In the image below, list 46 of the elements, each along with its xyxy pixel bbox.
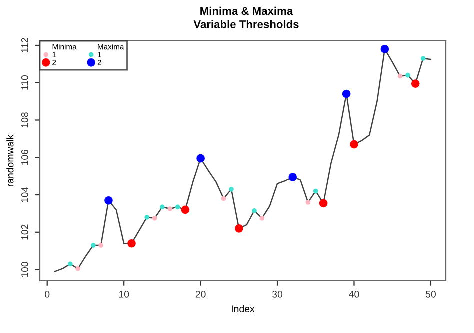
point	[221, 196, 226, 202]
point	[313, 188, 318, 194]
point	[152, 216, 158, 221]
point	[168, 206, 173, 212]
point	[260, 216, 265, 221]
x-tick-label: 10	[119, 290, 130, 298]
x-axis-title: Index	[232, 305, 255, 312]
point	[160, 204, 165, 210]
point	[175, 204, 180, 210]
point	[234, 224, 244, 233]
chart-title: Minima & Maxima	[200, 6, 294, 16]
y-tick-label: 108	[21, 112, 28, 128]
point	[76, 266, 80, 272]
point	[181, 206, 190, 214]
point	[411, 80, 420, 88]
point	[406, 72, 410, 78]
point	[229, 186, 234, 192]
y-tick-label: 110	[21, 75, 28, 90]
point	[104, 196, 113, 205]
x-tick-label: 30	[272, 290, 283, 298]
point	[252, 208, 257, 214]
point	[420, 56, 426, 61]
y-tick-label: 104	[21, 187, 28, 202]
point	[380, 45, 390, 54]
point	[196, 154, 205, 163]
point	[144, 215, 150, 220]
x-tick-label: 50	[426, 290, 436, 298]
point	[90, 243, 96, 248]
point	[98, 243, 104, 248]
point	[319, 199, 328, 208]
point	[350, 140, 358, 149]
y-tick-label: 106	[21, 150, 28, 166]
y-tick-label: 112	[21, 38, 28, 52]
x-tick-label: 20	[196, 290, 206, 298]
point	[398, 74, 403, 79]
point	[128, 239, 136, 248]
point	[68, 262, 73, 267]
chart-subtitle: Variable Thresholds	[194, 20, 299, 28]
x-tick-label: 0	[45, 290, 50, 298]
x-tick-label: 40	[349, 290, 360, 298]
y-axis-title: randomwalk	[6, 134, 14, 187]
y-tick-label: 102	[21, 224, 28, 240]
point	[306, 200, 311, 205]
point	[288, 173, 298, 182]
point	[342, 90, 351, 98]
y-tick-label: 100	[21, 262, 28, 278]
